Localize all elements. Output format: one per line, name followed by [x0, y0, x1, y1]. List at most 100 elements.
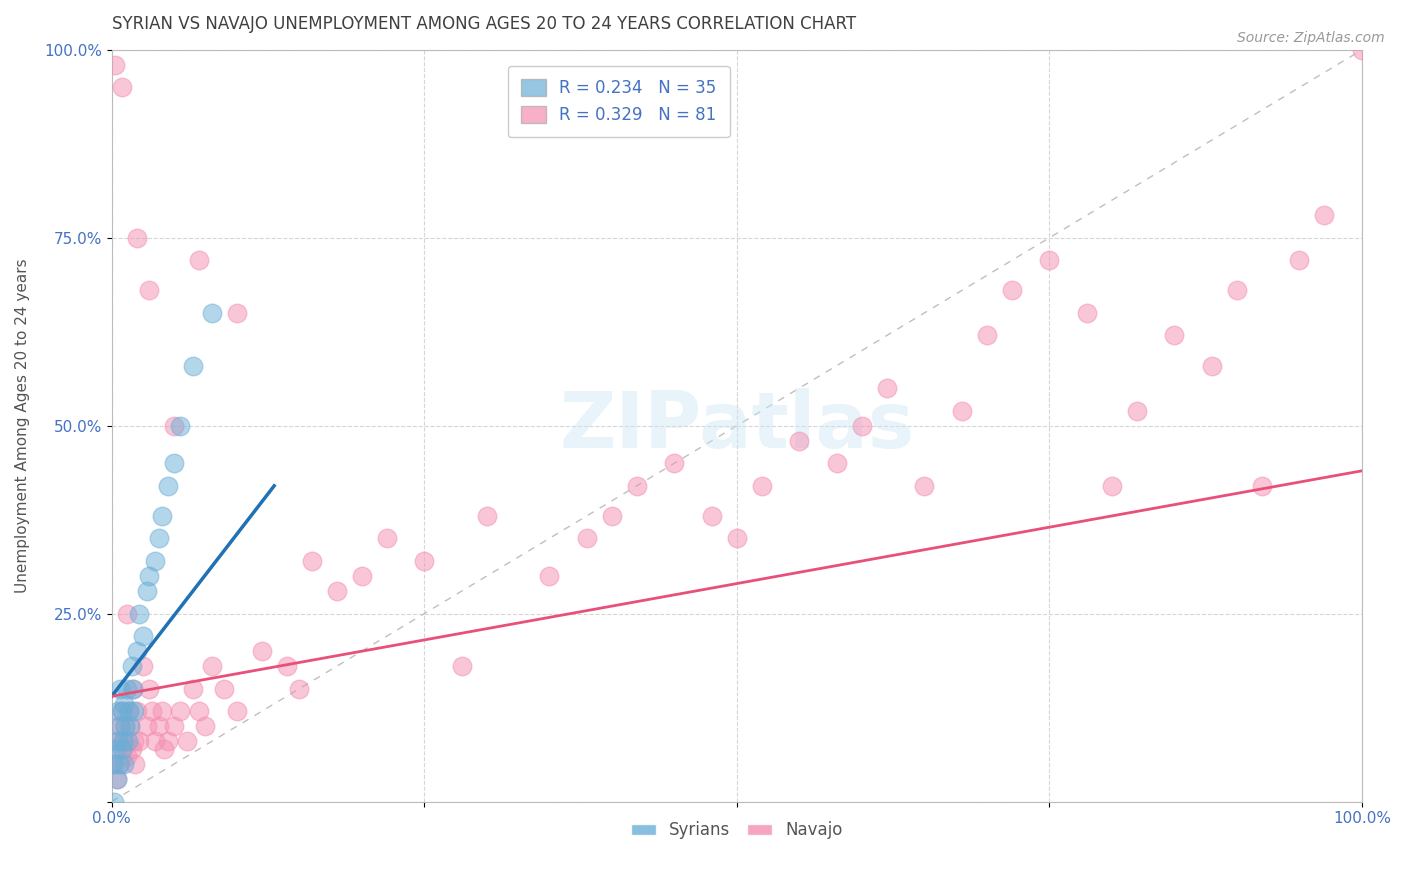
Navajo: [124, 756, 146, 771]
Syrians: [110, 681, 132, 696]
Navajo: [1163, 328, 1185, 343]
Navajo: [789, 434, 811, 448]
Navajo: [111, 742, 134, 756]
Navajo: [1288, 253, 1310, 268]
Navajo: [350, 569, 373, 583]
Syrians: [110, 742, 132, 756]
Syrians: [138, 569, 160, 583]
Navajo: [112, 734, 135, 748]
Navajo: [664, 456, 686, 470]
Text: Source: ZipAtlas.com: Source: ZipAtlas.com: [1237, 31, 1385, 45]
Syrians: [103, 795, 125, 809]
Navajo: [976, 328, 998, 343]
Navajo: [1101, 479, 1123, 493]
Y-axis label: Unemployment Among Ages 20 to 24 years: Unemployment Among Ages 20 to 24 years: [15, 259, 30, 593]
Syrians: [107, 734, 129, 748]
Navajo: [114, 719, 136, 733]
Navajo: [212, 681, 235, 696]
Text: SYRIAN VS NAVAJO UNEMPLOYMENT AMONG AGES 20 TO 24 YEARS CORRELATION CHART: SYRIAN VS NAVAJO UNEMPLOYMENT AMONG AGES…: [111, 15, 856, 33]
Navajo: [163, 719, 186, 733]
Navajo: [153, 742, 176, 756]
Navajo: [950, 403, 973, 417]
Navajo: [413, 554, 436, 568]
Syrians: [114, 719, 136, 733]
Syrians: [120, 719, 142, 733]
Navajo: [876, 381, 898, 395]
Syrians: [128, 607, 150, 621]
Syrians: [181, 359, 204, 373]
Navajo: [626, 479, 648, 493]
Navajo: [250, 644, 273, 658]
Syrians: [125, 644, 148, 658]
Navajo: [156, 734, 179, 748]
Syrians: [107, 704, 129, 718]
Navajo: [1126, 403, 1149, 417]
Navajo: [169, 704, 191, 718]
Navajo: [110, 756, 132, 771]
Navajo: [120, 719, 142, 733]
Navajo: [725, 532, 748, 546]
Navajo: [148, 719, 170, 733]
Navajo: [122, 734, 145, 748]
Navajo: [176, 734, 198, 748]
Syrians: [132, 629, 155, 643]
Navajo: [121, 742, 143, 756]
Navajo: [700, 508, 723, 523]
Syrians: [135, 584, 157, 599]
Navajo: [375, 532, 398, 546]
Navajo: [475, 508, 498, 523]
Navajo: [122, 681, 145, 696]
Navajo: [115, 607, 138, 621]
Navajo: [132, 659, 155, 673]
Syrians: [112, 756, 135, 771]
Navajo: [108, 719, 131, 733]
Navajo: [600, 508, 623, 523]
Navajo: [163, 418, 186, 433]
Navajo: [145, 734, 167, 748]
Navajo: [125, 231, 148, 245]
Navajo: [1226, 284, 1249, 298]
Syrians: [110, 719, 132, 733]
Navajo: [450, 659, 472, 673]
Navajo: [1038, 253, 1060, 268]
Syrians: [112, 697, 135, 711]
Navajo: [181, 681, 204, 696]
Navajo: [110, 80, 132, 95]
Syrians: [122, 681, 145, 696]
Navajo: [188, 253, 211, 268]
Syrians: [201, 306, 224, 320]
Navajo: [128, 734, 150, 748]
Navajo: [1351, 43, 1374, 57]
Syrians: [156, 479, 179, 493]
Navajo: [575, 532, 598, 546]
Navajo: [107, 734, 129, 748]
Navajo: [1201, 359, 1223, 373]
Navajo: [225, 306, 247, 320]
Navajo: [103, 756, 125, 771]
Syrians: [117, 734, 139, 748]
Syrians: [169, 418, 191, 433]
Syrians: [145, 554, 167, 568]
Navajo: [301, 554, 323, 568]
Syrians: [163, 456, 186, 470]
Navajo: [105, 772, 128, 786]
Syrians: [105, 772, 128, 786]
Navajo: [125, 704, 148, 718]
Navajo: [325, 584, 347, 599]
Syrians: [148, 532, 170, 546]
Navajo: [288, 681, 311, 696]
Navajo: [104, 58, 127, 72]
Text: ZIPatlas: ZIPatlas: [560, 388, 914, 464]
Syrians: [122, 704, 145, 718]
Navajo: [141, 704, 163, 718]
Navajo: [276, 659, 298, 673]
Navajo: [188, 704, 211, 718]
Syrians: [150, 508, 173, 523]
Navajo: [1251, 479, 1274, 493]
Navajo: [1001, 284, 1024, 298]
Navajo: [825, 456, 848, 470]
Navajo: [912, 479, 935, 493]
Syrians: [118, 704, 141, 718]
Navajo: [150, 704, 173, 718]
Navajo: [225, 704, 247, 718]
